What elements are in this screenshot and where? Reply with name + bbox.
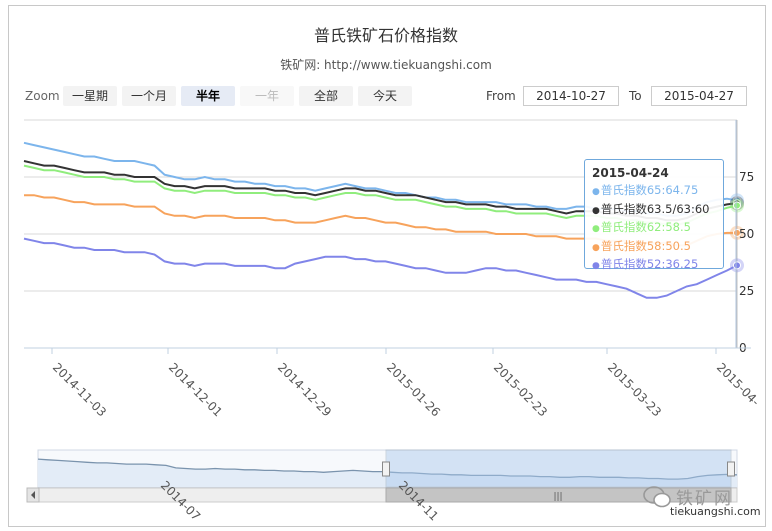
series-end-marker[interactable]: [733, 261, 741, 270]
tooltip: 2015-04-24 ●普氏指数65:64.75 ●普氏指数63.5/63:60…: [584, 159, 724, 271]
series-line-4: [23, 237, 738, 299]
x-tick-label: 2015-03-23: [605, 360, 664, 419]
x-tick-label: 2014-11-03: [50, 360, 109, 419]
navigator[interactable]: |||2014-07 2014-11: [26, 449, 738, 524]
to-label: To: [629, 89, 642, 103]
x-tick-label: 2014-12-01: [166, 360, 225, 419]
zoom-button-year[interactable]: 一年: [240, 86, 294, 106]
zoom-button-half-year[interactable]: 半年: [181, 86, 235, 106]
x-axis: 2014-11-03 2014-12-01 2014-12-29 2015-01-26…: [24, 347, 762, 419]
wechat-icon: [643, 486, 671, 508]
watermark-name: 铁矿网: [676, 489, 733, 509]
series-dot-icon: ●: [592, 242, 600, 253]
chart-title: 普氏铁矿石价格指数: [313, 26, 458, 45]
watermark-url: tiekuangshi.com: [670, 505, 761, 518]
to-date-input[interactable]: 2015-04-27: [651, 86, 747, 106]
navigator-handle-left[interactable]: [382, 461, 390, 477]
x-tick-label: 2015-02-23: [491, 360, 550, 419]
y-tick-label: 50: [739, 227, 754, 241]
arrow-left-icon: [31, 491, 35, 499]
zoom-button-today[interactable]: 今天: [358, 86, 412, 106]
series-dot-icon: ●: [592, 205, 600, 216]
x-tick-label: 2014-12-29: [275, 360, 334, 419]
zoom-button-all[interactable]: 全部: [299, 86, 353, 106]
scrollbar-grip-icon: |||: [553, 492, 562, 502]
zoom-label: Zoom: [25, 89, 60, 103]
zoom-button-month[interactable]: 一个月: [122, 86, 176, 106]
tooltip-row: ●普氏指数58:50.5: [592, 238, 691, 253]
tooltip-row: ●普氏指数52:36.25: [592, 257, 699, 271]
tooltip-row: ●普氏指数62:58.5: [592, 220, 691, 234]
zoom-button-week[interactable]: 一星期: [63, 86, 117, 106]
x-tick-label: 2015-04-: [714, 360, 762, 408]
navigator-selection[interactable]: [385, 449, 732, 488]
series-end-marker[interactable]: [733, 228, 741, 237]
tooltip-date: 2015-04-24: [592, 166, 669, 180]
y-tick-label: 75: [739, 170, 754, 184]
navigator-handle-right[interactable]: [727, 461, 735, 477]
y-tick-label: 25: [739, 284, 754, 298]
chart-subtitle: 铁矿网: http://www.tiekuangshi.com: [280, 58, 492, 72]
from-date-input[interactable]: 2014-10-27: [523, 86, 619, 106]
series-end-marker[interactable]: [733, 201, 741, 210]
x-tick-label: 2015-01-26: [384, 360, 443, 419]
series-dot-icon: ●: [592, 187, 600, 197]
tooltip-row: ●普氏指数63.5/63:60: [592, 201, 710, 216]
series-dot-icon: ●: [592, 224, 600, 234]
series-dot-icon: ●: [592, 261, 600, 271]
from-label: From: [486, 89, 516, 103]
tooltip-row: ●普氏指数65:64.75: [592, 183, 699, 197]
